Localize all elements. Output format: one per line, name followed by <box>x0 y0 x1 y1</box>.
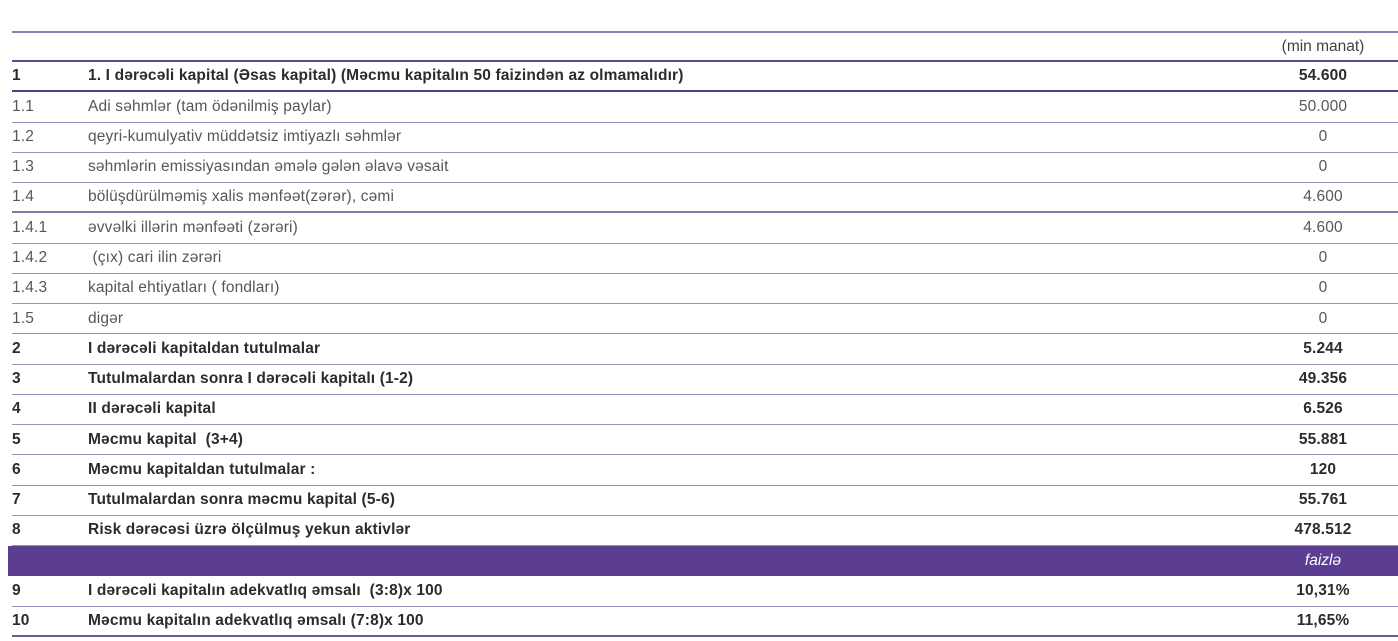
capital-adequacy-table: (min manat) 1 1. I dərəcəli kapital (Əsas… <box>8 31 1398 637</box>
row-label: I dərəcəli kapitaldan tutulmalar <box>88 339 321 357</box>
row-label: Adi səhmlər (tam ödənilmiş paylar) <box>88 97 332 115</box>
row-label: qeyri-kumulyativ müddətsiz imtiyazlı səh… <box>88 128 402 146</box>
table-row: 1.4.3 kapital ehtiyatları ( fondları) 0 <box>12 274 1398 304</box>
row-value: 54.600 <box>1298 67 1348 85</box>
table-row: 1.3 səhmlərin emissiyasından əmələ gələn … <box>12 153 1398 183</box>
table-row: 1.5 digər 0 <box>12 304 1398 335</box>
row-number: 1.1 <box>12 97 34 115</box>
table-row: 6 Məcmu kapitaldan tutulmalar : 120 <box>12 455 1398 486</box>
row-number: 6 <box>12 460 21 478</box>
row-value: 6.526 <box>1303 400 1343 418</box>
row-value: 49.356 <box>1298 370 1348 388</box>
row-number: 4 <box>12 400 21 418</box>
row-value: 4.600 <box>1303 188 1343 206</box>
row-label: səhmlərin emissiyasından əmələ gələn əla… <box>88 158 449 176</box>
row-label: I dərəcəli kapitalın adekvatlıq əmsalı (… <box>88 581 443 599</box>
row-number: 1.4 <box>12 188 34 206</box>
row-number: 7 <box>12 491 21 509</box>
row-label: Risk dərəcəsi üzrə ölçülmuş yekun aktivl… <box>88 521 411 539</box>
table-row: 8 Risk dərəcəsi üzrə ölçülmuş yekun aktiv… <box>12 516 1398 546</box>
row-label: (çıx) cari ilin zərəri <box>88 249 222 267</box>
table-header-row: (min manat) <box>12 31 1398 62</box>
table-row: 1.2 qeyri-kumulyativ müddətsiz imtiyazlı … <box>12 123 1398 153</box>
row-label: Tutulmalardan sonra məcmu kapital (5-6) <box>88 491 396 509</box>
table-row: 10 Məcmu kapitalın adekvatlıq əmsalı (7:8… <box>12 607 1398 637</box>
row-label: Tutulmalardan sonra I dərəcəli kapitalı … <box>88 370 414 388</box>
table-row: 4 II dərəcəli kapital 6.526 <box>12 395 1398 425</box>
row-number: 1.4.2 <box>12 249 48 267</box>
table-row: 7 Tutulmalardan sonra məcmu kapital (5-6)… <box>12 486 1398 516</box>
row-value: 0 <box>1318 249 1328 267</box>
row-number: 1.4.1 <box>12 218 48 236</box>
row-number: 1 <box>12 67 21 85</box>
row-value: 10,31% <box>1296 581 1350 599</box>
row-value: 55.881 <box>1298 430 1348 448</box>
capital-table-body: 1 1. I dərəcəli kapital (Əsas kapital) (M… <box>8 62 1398 637</box>
row-label: Məcmu kapital (3+4) <box>88 430 244 448</box>
row-value: 11,65% <box>1296 611 1350 629</box>
row-label: II dərəcəli kapital <box>88 400 216 418</box>
row-number: 8 <box>12 521 21 539</box>
row-label: əvvəlki illərin mənfəəti (zərəri) <box>88 218 298 236</box>
row-number: 1.2 <box>12 128 34 146</box>
row-label: bölüşdürülməmiş xalis mənfəət(zərər), cə… <box>88 188 395 206</box>
row-value: 478.512 <box>1294 521 1352 539</box>
row-label: Məcmu kapitaldan tutulmalar : <box>88 460 316 478</box>
percent-band-row: faizlə <box>8 546 1398 577</box>
row-number: 9 <box>12 581 21 599</box>
row-number: 1.3 <box>12 158 34 176</box>
row-value: 4.600 <box>1303 218 1343 236</box>
table-row: 2 I dərəcəli kapitaldan tutulmalar 5.244 <box>12 334 1398 365</box>
table-row: 1.4 bölüşdürülməmiş xalis mənfəət(zərər),… <box>12 183 1398 214</box>
row-value: 0 <box>1318 128 1328 146</box>
row-value: 0 <box>1318 158 1328 176</box>
table-row: 3 Tutulmalardan sonra I dərəcəli kapitalı… <box>12 365 1398 395</box>
row-value: 50.000 <box>1298 97 1348 115</box>
row-value: 0 <box>1318 309 1328 327</box>
table-row: 1 1. I dərəcəli kapital (Əsas kapital) (M… <box>12 62 1398 93</box>
table-row: 1.4.1 əvvəlki illərin mənfəəti (zərəri) 4.… <box>12 213 1398 244</box>
row-number: 10 <box>12 611 30 629</box>
row-number: 5 <box>12 430 21 448</box>
row-label: Məcmu kapitalın adekvatlıq əmsalı (7:8)x… <box>88 611 424 629</box>
table-row: 1.4.2 (çıx) cari ilin zərəri 0 <box>12 244 1398 274</box>
unit-label: (min manat) <box>1281 37 1365 55</box>
row-value: 120 <box>1309 460 1337 478</box>
row-number: 3 <box>12 370 21 388</box>
table-row: 1.1 Adi səhmlər (tam ödənilmiş paylar) 50.… <box>12 92 1398 123</box>
row-value: 0 <box>1318 279 1328 297</box>
row-label: kapital ehtiyatları ( fondları) <box>88 279 280 297</box>
row-value: 5.244 <box>1303 339 1343 357</box>
table-row: 5 Məcmu kapital (3+4) 55.881 <box>12 425 1398 456</box>
row-number: 1.5 <box>12 309 34 327</box>
row-label: digər <box>88 309 124 327</box>
row-number: 1.4.3 <box>12 279 48 297</box>
band-unit-label: faizlə <box>1304 552 1342 570</box>
table-row: 9 I dərəcəli kapitalın adekvatlıq əmsalı … <box>12 576 1398 607</box>
row-value: 55.761 <box>1298 491 1348 509</box>
row-number: 2 <box>12 339 21 357</box>
row-label: 1. I dərəcəli kapital (Əsas kapital) (Mə… <box>88 67 684 85</box>
